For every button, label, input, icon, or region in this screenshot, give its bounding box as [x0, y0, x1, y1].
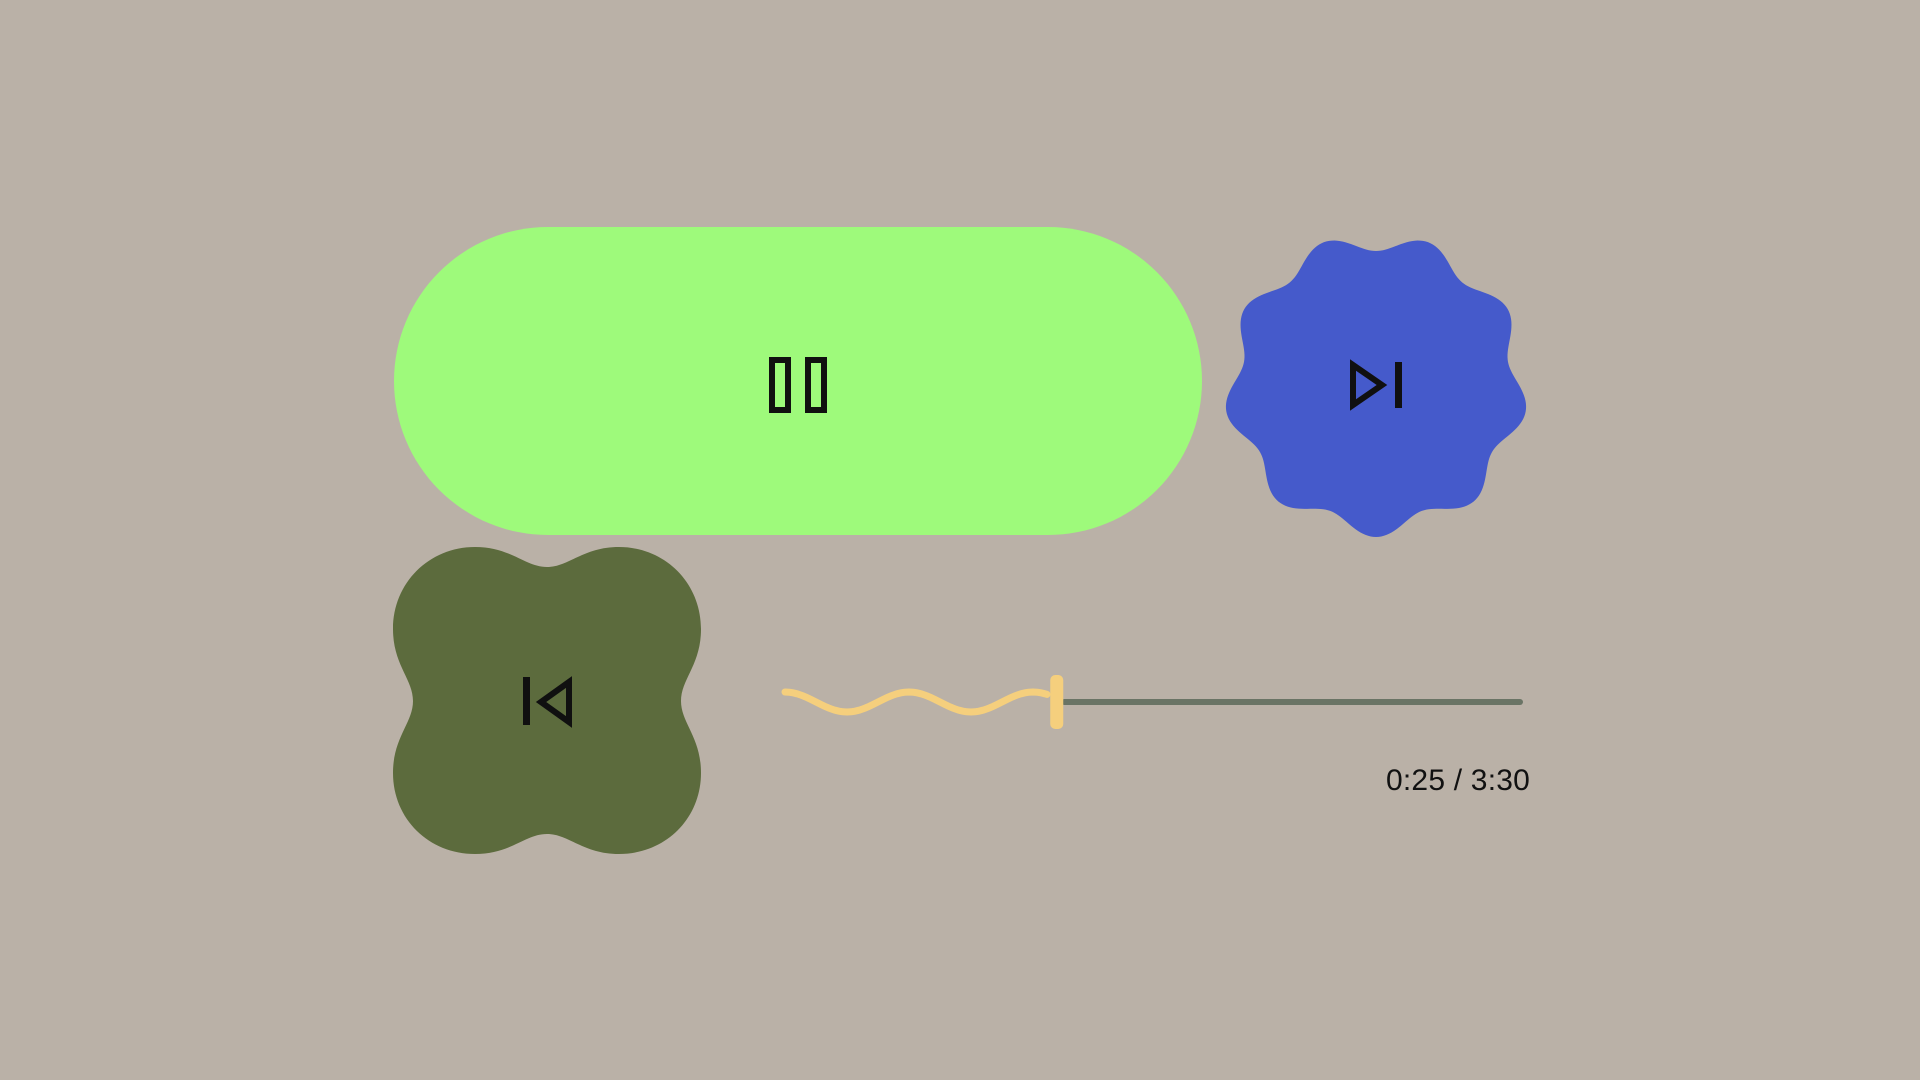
time-readout: 0:25 / 3:30 [1386, 764, 1530, 797]
pause-icon [769, 357, 827, 413]
skip-next-icon [1350, 359, 1402, 411]
skip-previous-icon [523, 676, 572, 728]
next-track-button[interactable] [1217, 229, 1535, 541]
play-pause-button-shape [394, 227, 1202, 535]
seek-bar-handle[interactable] [1050, 675, 1064, 729]
seek-bar[interactable] [775, 665, 1530, 740]
seek-bar-played-wave [781, 688, 1051, 716]
previous-track-button[interactable] [393, 547, 701, 854]
play-pause-button[interactable] [394, 227, 1202, 535]
